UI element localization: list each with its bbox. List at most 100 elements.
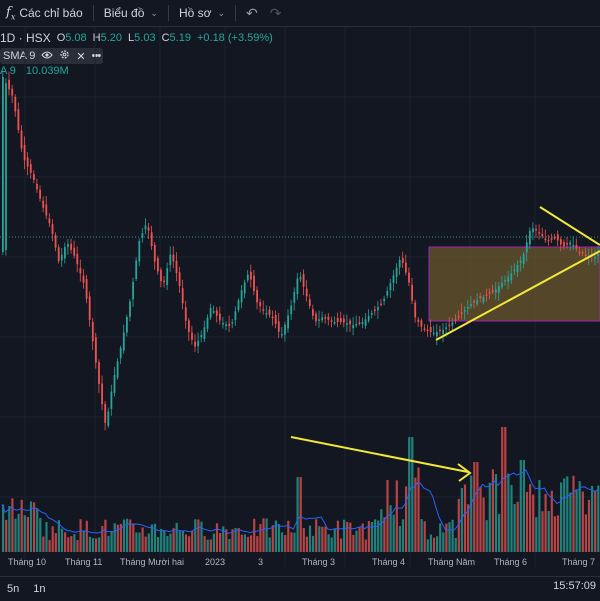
- volume-bar: [352, 534, 355, 552]
- volume-bar: [33, 502, 36, 552]
- candle: [107, 407, 110, 429]
- candle: [377, 301, 379, 319]
- volume-bar: [423, 521, 426, 552]
- candle: [296, 272, 299, 300]
- eye-icon[interactable]: [41, 50, 54, 63]
- volume-bar: [532, 494, 535, 552]
- volume-bar: [591, 485, 594, 552]
- candle: [519, 256, 522, 272]
- candle: [104, 401, 107, 431]
- candle: [54, 232, 57, 252]
- range-5d-button[interactable]: 5n: [7, 583, 20, 595]
- candle: [584, 247, 587, 258]
- x-axis-label: 3: [258, 557, 263, 567]
- candle: [467, 299, 469, 315]
- chart-menu-button[interactable]: Biểu đồ ⌄: [98, 0, 164, 26]
- volume-bar: [225, 529, 228, 552]
- range-1d-button[interactable]: 1n: [33, 583, 46, 595]
- candle: [101, 375, 103, 411]
- candle: [436, 324, 438, 345]
- volume-bar: [73, 534, 76, 552]
- candle: [550, 233, 553, 243]
- volume-bar: [271, 525, 274, 552]
- trendline-resistance[interactable]: [539, 206, 600, 246]
- undo-icon[interactable]: ↶: [246, 4, 258, 21]
- volume-bar: [166, 535, 169, 552]
- volume-bar: [436, 536, 439, 552]
- candle: [308, 294, 311, 309]
- candle: [116, 358, 119, 380]
- indicators-button[interactable]: fx Các chỉ báo: [0, 0, 89, 26]
- profile-menu-button[interactable]: Hồ sơ ⌄: [173, 0, 231, 26]
- candle: [392, 269, 395, 292]
- volume-bar: [584, 514, 587, 552]
- annotation-arrow-line[interactable]: [290, 436, 469, 473]
- settings-gear-icon[interactable]: [59, 49, 70, 63]
- candle: [85, 274, 88, 304]
- candle: [157, 255, 159, 275]
- volume-bar: [268, 537, 271, 552]
- volume-bar: [535, 517, 538, 552]
- close-label: C: [161, 32, 170, 44]
- sma-chip[interactable]: SMA 9 ✕ •••: [0, 48, 104, 64]
- volume-bar: [538, 480, 541, 552]
- volume-bar: [364, 539, 367, 552]
- rectangle-drawing[interactable]: [428, 246, 600, 322]
- candle: [575, 238, 578, 252]
- volume-bar: [426, 539, 429, 552]
- candle: [553, 233, 556, 241]
- volume-bar: [330, 537, 333, 552]
- candle: [119, 345, 122, 364]
- volume-bar: [479, 486, 482, 552]
- volume-bar: [175, 522, 178, 552]
- price-chart[interactable]: Tháng 10 Tháng 11 Tháng Mười hai 2023 3 Tháng…: [0, 27, 600, 575]
- candle: [556, 230, 559, 247]
- sma-indicator-row: SMA 9 ✕ •••: [0, 48, 104, 64]
- volume-bar: [191, 530, 194, 552]
- candle: [51, 219, 54, 242]
- candle: [327, 312, 330, 326]
- volume-bar: [116, 524, 119, 552]
- redo-icon[interactable]: ↷: [269, 4, 282, 21]
- volume-ma-label: A 9: [0, 65, 16, 77]
- volume-bar: [60, 528, 64, 552]
- trendline-support[interactable]: [435, 250, 600, 341]
- candle: [578, 246, 581, 256]
- candle: [70, 238, 72, 254]
- candle: [175, 252, 178, 282]
- candle: [166, 262, 169, 290]
- candle: [60, 247, 63, 267]
- volume-bar: [85, 520, 88, 552]
- volume-bar: [135, 532, 138, 552]
- candle: [110, 384, 113, 416]
- volume-bar: [510, 484, 513, 552]
- volume-bar: [188, 536, 191, 552]
- volume-bar: [51, 526, 54, 552]
- candle: [522, 251, 525, 269]
- candle: [287, 309, 289, 333]
- candle: [222, 316, 224, 329]
- volume-bar: [293, 532, 296, 552]
- more-options-icon[interactable]: •••: [91, 50, 102, 62]
- candle: [516, 260, 519, 277]
- candle: [414, 299, 417, 323]
- candle: [144, 218, 147, 235]
- x-axis-label: 2023: [205, 557, 225, 567]
- volume-bar: [231, 529, 234, 552]
- candle: [253, 269, 255, 296]
- x-axis-label: Tháng Mười hai: [120, 557, 184, 567]
- volume-bar: [169, 533, 172, 552]
- volume-bar: [209, 539, 212, 552]
- candle: [8, 71, 10, 96]
- candle: [315, 311, 317, 326]
- x-axis-label: Tháng 10: [8, 557, 46, 567]
- candle: [231, 318, 234, 329]
- volume-bar: [587, 499, 591, 552]
- close-icon[interactable]: ✕: [76, 50, 86, 63]
- volume-bar: [333, 529, 336, 552]
- volume-bar: [222, 526, 225, 552]
- candle: [324, 314, 327, 324]
- candle: [432, 325, 435, 337]
- volume-bar: [95, 538, 98, 552]
- candle: [501, 275, 503, 290]
